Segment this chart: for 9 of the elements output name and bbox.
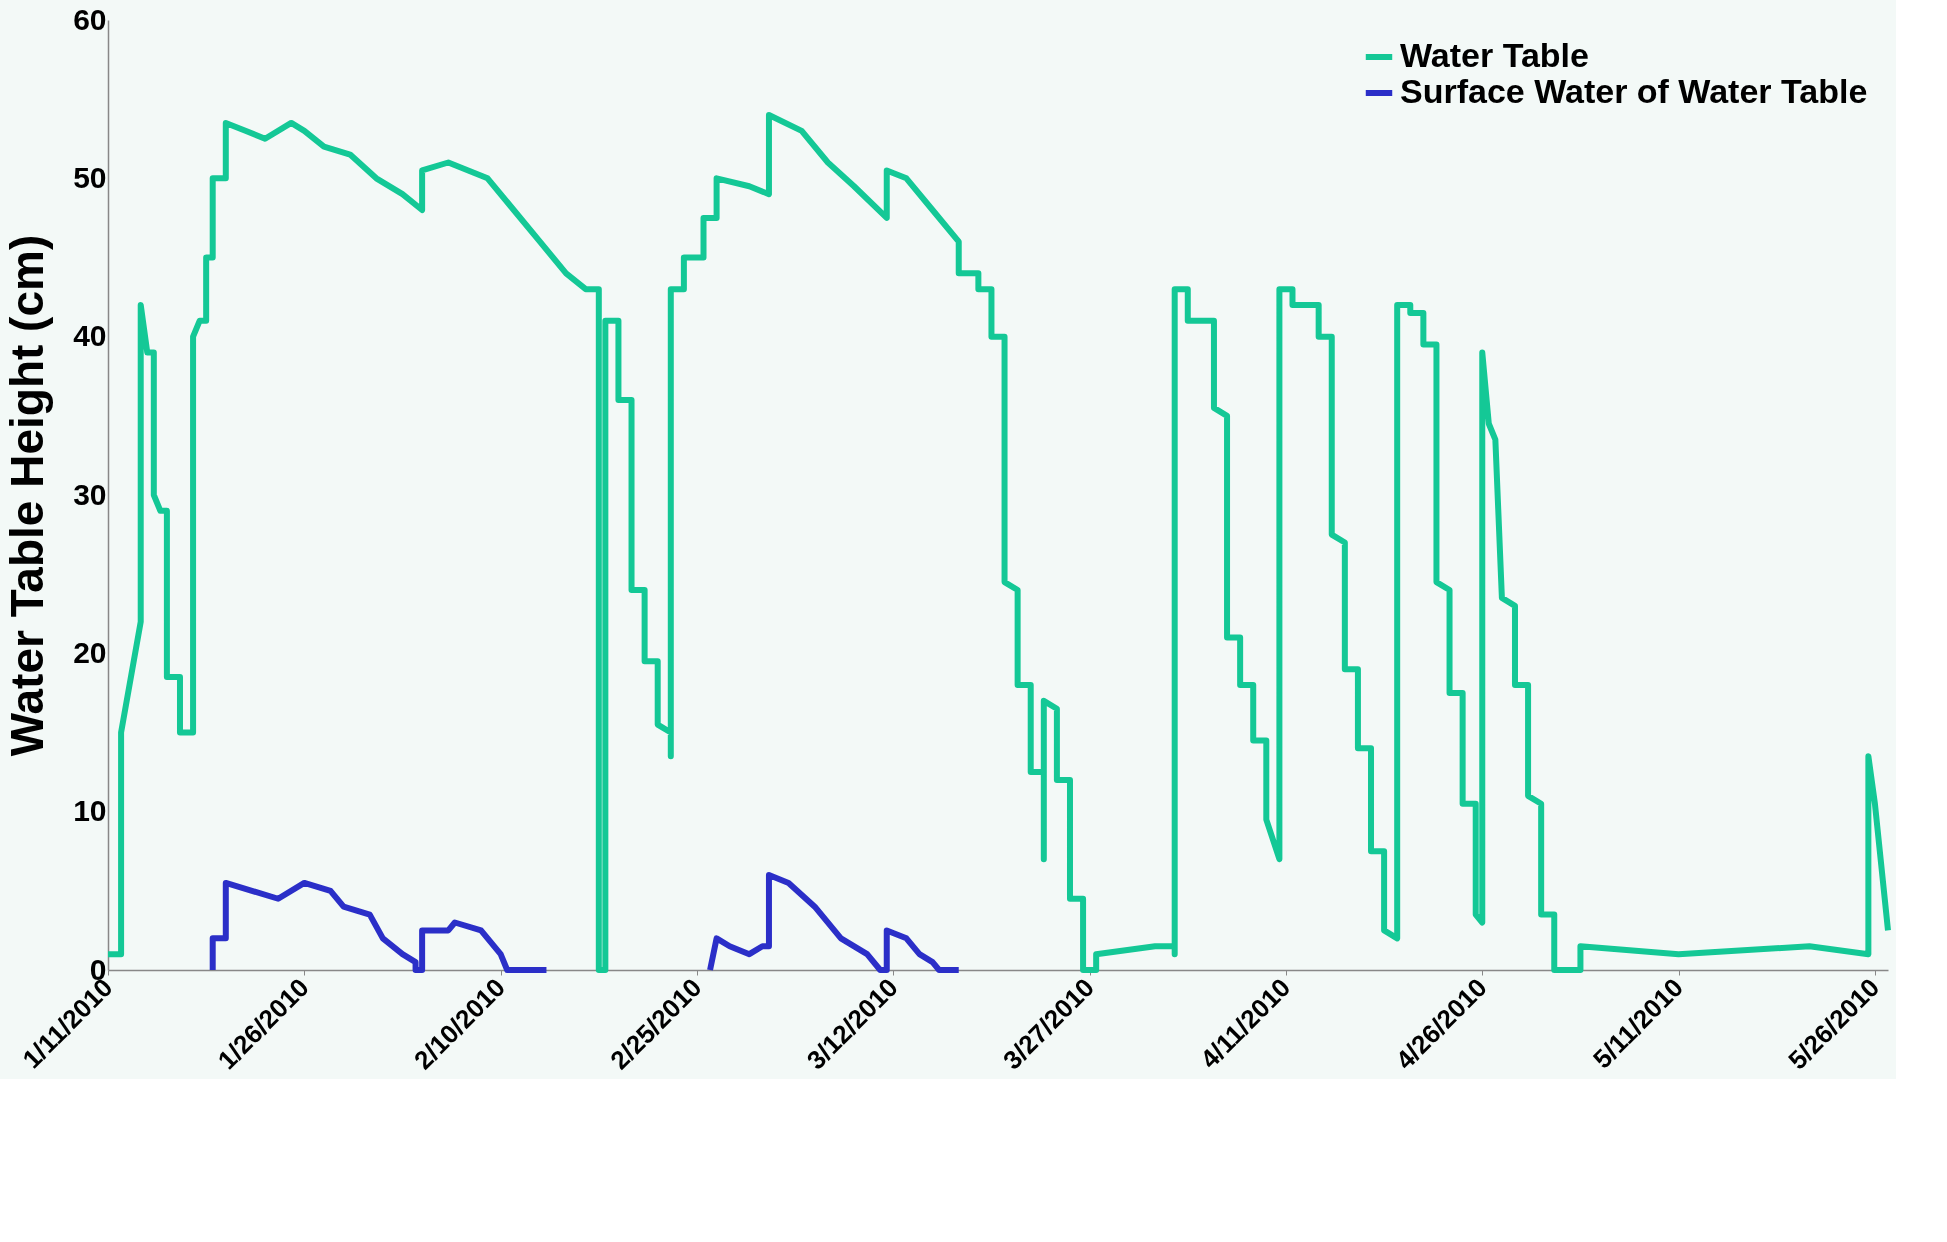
y-tick-label: 40 <box>73 319 107 353</box>
y-tick-label: 60 <box>73 2 107 36</box>
y-axis-title: Water Table Height (cm) <box>1 234 54 757</box>
y-tick-label: 30 <box>73 477 107 511</box>
y-tick-label: 50 <box>73 160 107 194</box>
y-tick-label: 20 <box>73 635 107 669</box>
legend-label: Water Table <box>1400 36 1589 74</box>
y-tick-label: 10 <box>73 794 107 828</box>
legend-label: Surface Water of Water Table <box>1400 72 1868 110</box>
